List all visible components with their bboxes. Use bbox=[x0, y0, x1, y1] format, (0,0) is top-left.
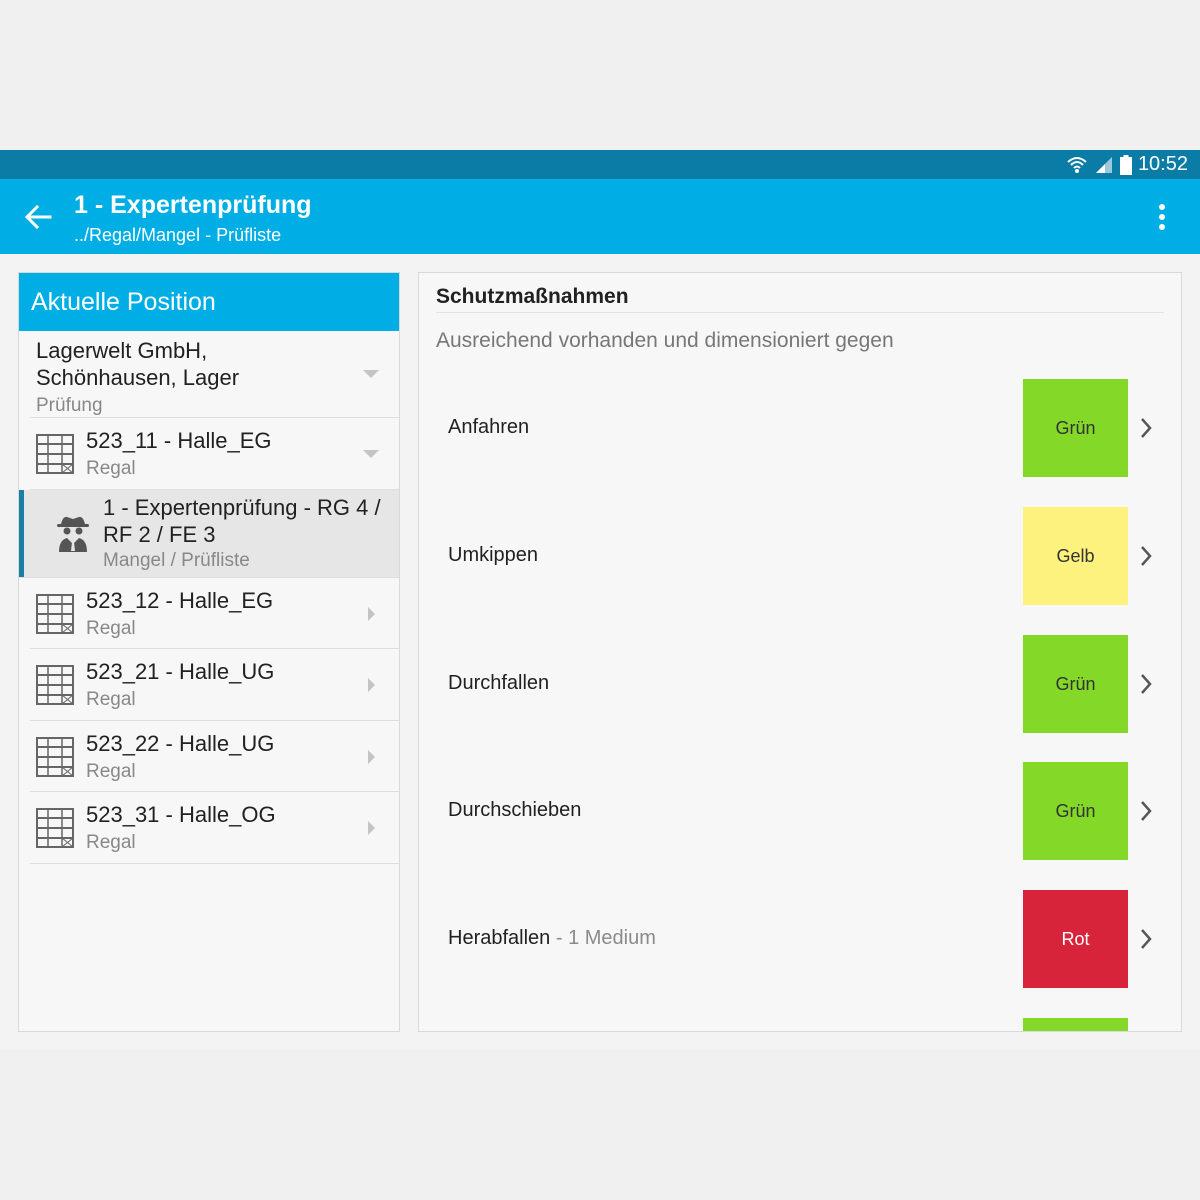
page-title: 1 - Expertenprüfung bbox=[74, 191, 312, 219]
chevron-right-icon[interactable] bbox=[1137, 415, 1155, 441]
shelf-rack-icon bbox=[36, 808, 74, 848]
chevron-right-icon[interactable] bbox=[1137, 671, 1155, 697]
tree-item[interactable]: 523_22 - Halle_UG Regal bbox=[30, 721, 399, 792]
back-button[interactable] bbox=[20, 199, 56, 235]
item-subtitle: Regal bbox=[86, 458, 136, 479]
chevron-right-icon bbox=[368, 749, 375, 764]
item-title: 523_12 - Halle_EG bbox=[86, 587, 274, 613]
check-row-umkippen[interactable]: Umkippen Gelb bbox=[419, 507, 1181, 607]
tree-item-active[interactable]: 1 - Expertenprüfung - RG 4 / RF 2 / FE 3… bbox=[19, 489, 399, 578]
check-label: Anfahren bbox=[448, 416, 530, 438]
shelf-rack-icon bbox=[36, 736, 74, 777]
status-button[interactable]: Grün bbox=[1023, 635, 1128, 733]
chevron-down-icon bbox=[363, 450, 379, 458]
item-subtitle: Regal bbox=[86, 760, 136, 782]
position-panel: Aktuelle Position Lagerwelt GmbH, Schönh… bbox=[18, 272, 400, 1032]
more-vert-icon bbox=[1159, 204, 1165, 230]
checklist-panel: Schutzmaßnahmen Ausreichend vorhanden un… bbox=[418, 272, 1182, 1032]
chevron-right-icon[interactable] bbox=[1137, 926, 1155, 952]
check-label: Umkippen bbox=[448, 544, 539, 566]
section-title: Schutzmaßnahmen bbox=[436, 285, 629, 308]
item-title: 523_11 - Halle_EG bbox=[86, 428, 272, 453]
item-title: 1 - Expertenprüfung - RG 4 / RF 2 / FE 3 bbox=[103, 494, 381, 547]
battery-icon bbox=[1119, 154, 1132, 175]
chevron-right-icon bbox=[368, 606, 375, 621]
item-title: 523_31 - Halle_OG bbox=[86, 802, 276, 827]
check-row-partial[interactable] bbox=[419, 1018, 1181, 1031]
tree-item[interactable]: 523_11 - Halle_EG Regal bbox=[30, 418, 399, 490]
status-button[interactable]: Rot bbox=[1023, 890, 1128, 988]
arrow-left-icon bbox=[24, 204, 52, 230]
chevron-down-icon bbox=[363, 370, 379, 378]
item-subtitle: Mangel / Prüfliste bbox=[103, 549, 250, 571]
chevron-right-icon bbox=[368, 821, 375, 835]
check-row-herabfallen[interactable]: Herabfallen - 1 Medium Rot bbox=[419, 890, 1181, 990]
check-label: Herabfallen - 1 Medium bbox=[448, 927, 656, 949]
app-bar: 1 - Expertenprüfung ../Regal/Mangel - Pr… bbox=[0, 179, 1200, 254]
wifi-icon bbox=[1067, 156, 1087, 173]
panel-header: Aktuelle Position bbox=[19, 273, 399, 331]
item-subtitle: Regal bbox=[86, 617, 136, 639]
tree-item[interactable]: 523_21 - Halle_UG Regal bbox=[30, 649, 399, 721]
check-row-durchfallen[interactable]: Durchfallen Grün bbox=[419, 635, 1181, 735]
check-row-anfahren[interactable]: Anfahren Grün bbox=[419, 379, 1181, 479]
check-label: Durchfallen bbox=[448, 672, 550, 694]
location-title: Lagerwelt GmbH, Schönhausen, Lager bbox=[36, 338, 240, 390]
status-bar: 10:52 bbox=[0, 150, 1200, 179]
chevron-right-icon[interactable] bbox=[1137, 543, 1155, 569]
section-subtitle: Ausreichend vorhanden und dimensioniert … bbox=[436, 329, 894, 352]
app-screen: 10:52 1 - Expertenprüfung ../Regal/Mange… bbox=[0, 150, 1200, 1050]
status-button[interactable]: Grün bbox=[1023, 379, 1128, 477]
divider bbox=[436, 312, 1164, 313]
status-button[interactable]: Grün bbox=[1023, 762, 1128, 860]
status-icons: 10:52 bbox=[1066, 153, 1188, 176]
check-row-durchschieben[interactable]: Durchschieben Grün bbox=[419, 762, 1181, 862]
active-indicator bbox=[19, 489, 24, 577]
shelf-rack-icon bbox=[36, 665, 74, 705]
check-label: Durchschieben bbox=[448, 799, 582, 821]
status-button[interactable]: Gelb bbox=[1023, 507, 1128, 605]
item-title: 523_22 - Halle_UG bbox=[86, 730, 275, 756]
status-button[interactable] bbox=[1023, 1018, 1128, 1031]
inspector-icon bbox=[57, 516, 89, 552]
tree-item[interactable]: 523_12 - Halle_EG Regal bbox=[30, 578, 399, 649]
tree-item[interactable]: 523_31 - Halle_OG Regal bbox=[30, 792, 399, 864]
item-subtitle: Regal bbox=[86, 689, 136, 710]
clock: 10:52 bbox=[1137, 153, 1188, 175]
breadcrumb: ../Regal/Mangel - Prüfliste bbox=[74, 225, 282, 245]
shelf-rack-icon bbox=[36, 434, 74, 474]
chevron-right-icon bbox=[368, 678, 375, 692]
overflow-menu-button[interactable] bbox=[1146, 201, 1178, 233]
item-subtitle: Regal bbox=[86, 832, 136, 853]
chevron-right-icon[interactable] bbox=[1137, 798, 1155, 824]
item-title: 523_21 - Halle_UG bbox=[86, 659, 275, 684]
location-selector[interactable]: Lagerwelt GmbH, Schönhausen, Lager Prüfu… bbox=[30, 331, 399, 418]
signal-icon bbox=[1095, 156, 1112, 173]
location-subtitle: Prüfung bbox=[36, 395, 103, 416]
shelf-rack-icon bbox=[36, 593, 74, 634]
